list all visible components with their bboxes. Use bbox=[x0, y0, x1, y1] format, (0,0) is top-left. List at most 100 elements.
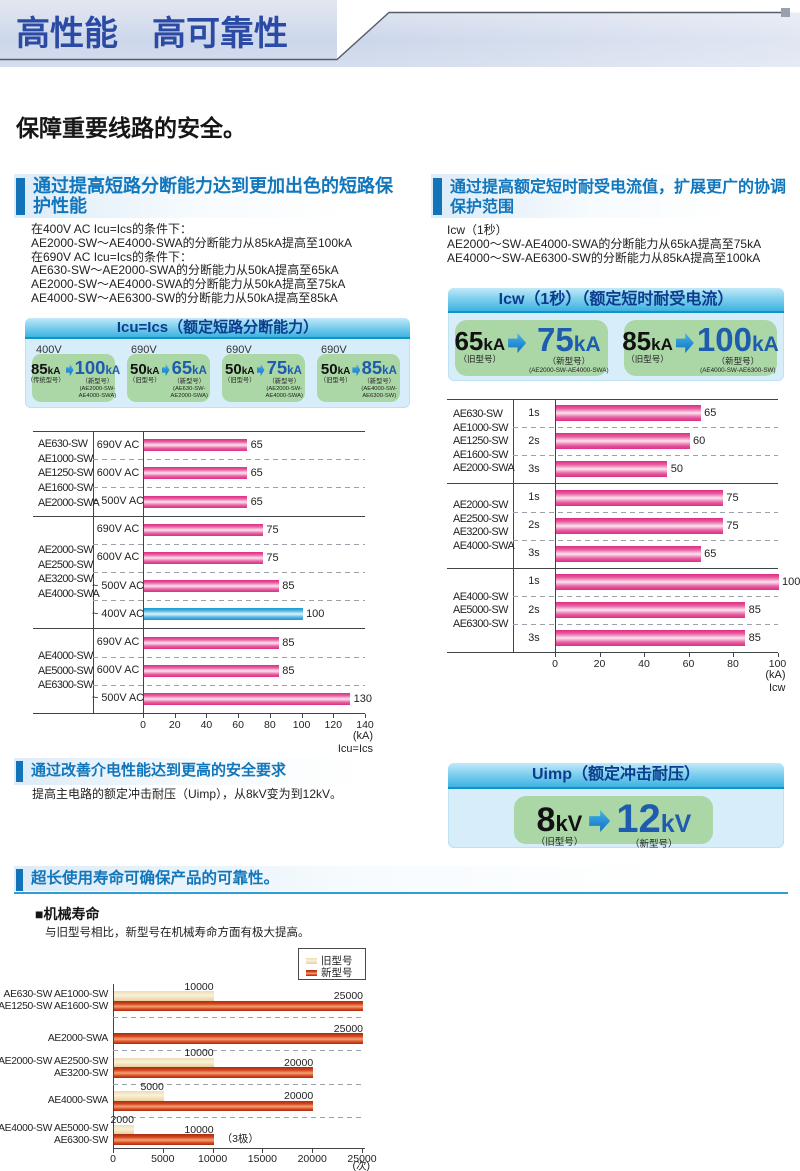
bar bbox=[556, 602, 746, 619]
model-name: AE2500-SW bbox=[453, 512, 508, 525]
chart-row-separator bbox=[93, 572, 365, 573]
bar-value-label: 65 bbox=[250, 467, 263, 480]
axis-tick-mark bbox=[362, 1148, 363, 1153]
axis-tick-mark bbox=[333, 714, 335, 718]
old-value: 8kV bbox=[536, 801, 583, 839]
legend-label: 新型号 bbox=[321, 967, 353, 979]
old-value: 65kA bbox=[454, 326, 506, 356]
axis-unit-label: (kA) bbox=[765, 669, 786, 682]
axis-tick-label: 20 bbox=[168, 719, 181, 731]
uimp-box: Uimp（额定冲击耐压） 8kV （旧型号） 12kV （新型号） bbox=[448, 763, 784, 850]
chart-axis-line bbox=[555, 399, 556, 653]
old-value: 50kA bbox=[130, 361, 160, 378]
model-name: AE2500-SW bbox=[38, 558, 93, 571]
model-name: AE4000-SW bbox=[453, 590, 508, 603]
chart-row-separator bbox=[93, 459, 365, 461]
section-accent-bar bbox=[16, 869, 23, 891]
bar bbox=[144, 439, 248, 452]
section-heading-text: 通过改善介电性能达到更高的安全要求 bbox=[31, 762, 287, 779]
axis-tick-label: 0 bbox=[140, 719, 146, 731]
group-label: AE630-SW AE1000-SW bbox=[3, 989, 109, 1000]
row-label: 2s bbox=[528, 434, 540, 447]
axis-unit-label: (次) bbox=[352, 1160, 371, 1171]
chart-group-line bbox=[447, 567, 778, 569]
old-model-label: （传统型号） bbox=[26, 377, 65, 384]
row-label: 2s bbox=[528, 519, 540, 532]
new-value: 100kA bbox=[696, 321, 779, 358]
group-separator bbox=[113, 1050, 361, 1052]
bar-value-label: 65 bbox=[250, 495, 263, 508]
new-value: 75kA bbox=[266, 357, 302, 378]
model-range: (AE4000-SW-AE6300-SW) bbox=[361, 385, 398, 399]
model-range: (AE4000-SW-AE6300-SW) bbox=[700, 367, 776, 375]
new-model-label: （新型号） bbox=[629, 839, 678, 850]
bar bbox=[114, 1124, 134, 1135]
section-dielectric-body: 提高主电路的额定冲击耐压（Uimp），从8kV变为到12kV。 bbox=[32, 787, 343, 801]
model-name: AE2000-SWA bbox=[38, 496, 100, 509]
axis-tick-mark bbox=[688, 653, 690, 658]
old-value-column: 50kA （旧型号） bbox=[224, 362, 255, 385]
bar-value-label: 20000 bbox=[283, 1056, 314, 1069]
axis-tick-label: 20 bbox=[593, 658, 606, 671]
icw-improvement-badge: 85kA （旧型号） 100kA （新型号） (AE4000-SW-AE6300-SW) bbox=[622, 320, 779, 376]
new-value: 85kA bbox=[361, 357, 397, 378]
bar bbox=[114, 1134, 214, 1145]
old-model-label: （旧型号） bbox=[224, 377, 256, 384]
bar-value-label: 10000 bbox=[184, 980, 214, 993]
axis-unit-label: (kA) bbox=[352, 730, 373, 742]
improvement-arrow-icon bbox=[161, 364, 170, 376]
y-axis-line bbox=[113, 983, 114, 1148]
bar-value-label: 100 bbox=[782, 575, 800, 588]
group-label: AE3200-SW bbox=[54, 1067, 108, 1079]
chart-group-line bbox=[33, 628, 365, 630]
section-accent-bar bbox=[16, 178, 25, 215]
chart-row-separator bbox=[513, 539, 778, 541]
row-label: 600V AC bbox=[96, 551, 140, 564]
group-label: AE2000-SWA bbox=[47, 1032, 108, 1044]
axis-tick-label: 15000 bbox=[247, 1152, 277, 1165]
old-value-column: 50kA （旧型号） bbox=[320, 362, 351, 385]
axis-tick-label: 0 bbox=[552, 658, 558, 671]
chart-group-line bbox=[33, 713, 365, 714]
bar-value-label: 50 bbox=[670, 463, 683, 476]
row-label: ~ 400V AC bbox=[92, 607, 144, 620]
model-range: (AE2000-SW-AE4000-SWA) bbox=[529, 367, 609, 375]
bar-value-label: 65 bbox=[704, 547, 717, 560]
new-model-label: （新型号） bbox=[547, 356, 591, 366]
bar-value-label: 10000 bbox=[184, 1047, 214, 1060]
old-value-unit: kA bbox=[241, 366, 255, 377]
bar-value-label: 10000 bbox=[184, 1123, 214, 1136]
chart-row-separator bbox=[93, 684, 365, 686]
axis-tick-label: 25000 bbox=[347, 1152, 377, 1165]
chart-divider-line bbox=[513, 399, 514, 653]
axis-caption: Icu=Ics bbox=[337, 743, 373, 755]
bar-value-label: 25000 bbox=[333, 1022, 363, 1035]
new-value-column: 85kA （新型号） (AE4000-SW- AE6300-SW) bbox=[361, 357, 398, 400]
row-label: 690V AC bbox=[96, 438, 140, 451]
model-name: AE6300-SW bbox=[453, 617, 508, 630]
page-banner: 高性能 高可靠性 bbox=[0, 0, 800, 67]
model-name: AE3200-SW bbox=[38, 573, 93, 586]
bar bbox=[556, 545, 701, 562]
bar bbox=[144, 523, 263, 536]
bar-value-label: 20000 bbox=[283, 1090, 314, 1103]
axis-tick-mark bbox=[262, 1148, 264, 1153]
chart-group-line bbox=[447, 483, 778, 485]
new-value-unit: kV bbox=[660, 810, 692, 838]
old-value-column: 65kA （旧型号） bbox=[454, 328, 505, 365]
chart-group-line bbox=[447, 399, 778, 400]
chart-row-separator bbox=[513, 455, 778, 457]
model-name: AE630-SW bbox=[38, 438, 88, 451]
old-value: 85kA bbox=[622, 326, 673, 356]
old-value-column: 85kA （传统型号） bbox=[27, 362, 65, 385]
model-name: AE5000-SW bbox=[38, 664, 93, 677]
axis-tick-mark bbox=[777, 653, 779, 658]
model-name: AE5000-SW bbox=[453, 604, 508, 617]
bar bbox=[556, 573, 779, 590]
icu-ics-box: Icu=Ics（额定短路分断能力） 400V 85kA （传统型号） 100kA （新型… bbox=[25, 318, 410, 408]
uimp-improvement-badge: 8kV （旧型号） 12kV （新型号） bbox=[514, 796, 713, 850]
improvement-arrow-icon bbox=[65, 364, 74, 376]
improvement-arrow-icon bbox=[256, 364, 265, 376]
bar bbox=[114, 1000, 363, 1011]
